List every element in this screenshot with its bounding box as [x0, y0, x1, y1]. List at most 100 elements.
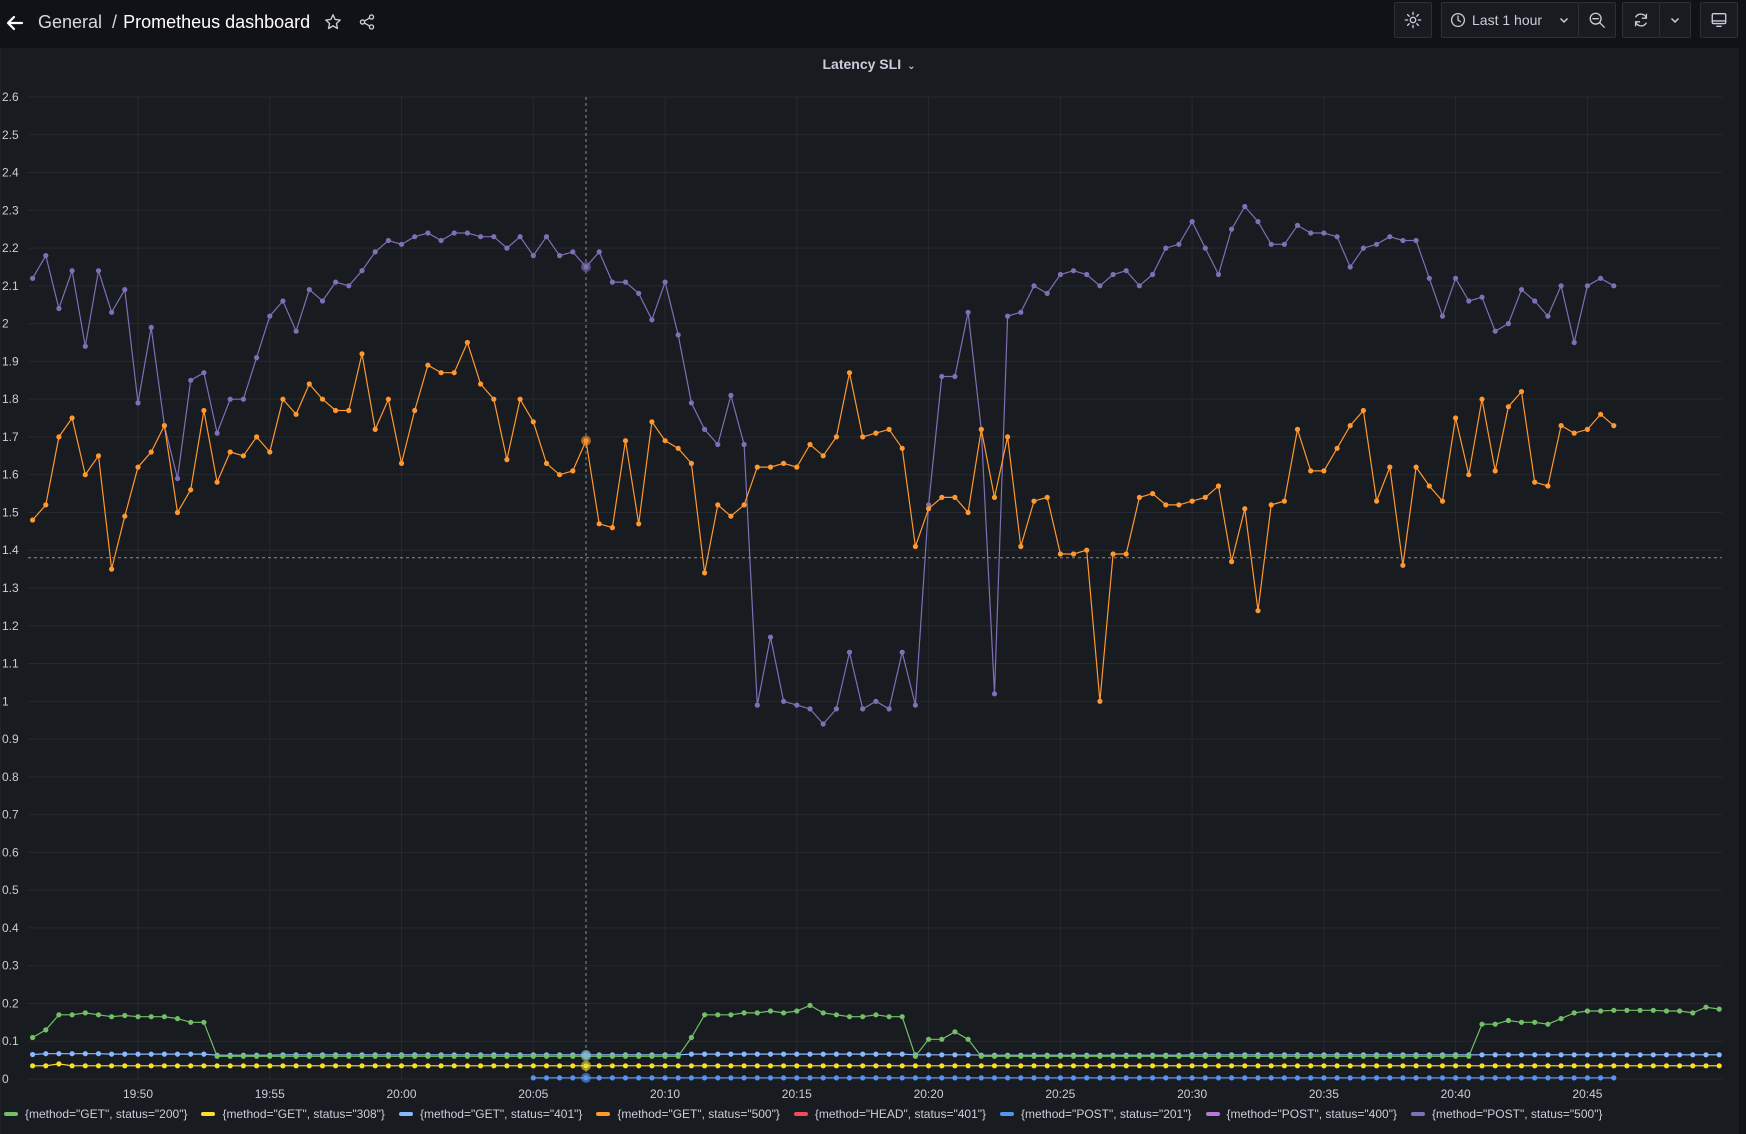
panel-header[interactable]: Latency SLI ⌄ — [0, 56, 1738, 72]
data-point — [240, 1053, 246, 1059]
series-method-post-status-201 — [530, 1075, 1617, 1081]
zoom-out-button[interactable] — [1578, 2, 1616, 38]
chevron-down-icon — [1560, 17, 1569, 24]
data-point — [1031, 1053, 1037, 1059]
data-point — [109, 1051, 115, 1057]
data-point — [478, 1063, 484, 1069]
data-point — [1571, 339, 1577, 346]
data-point — [1360, 1063, 1366, 1069]
data-point — [794, 1075, 800, 1081]
data-point — [781, 1063, 787, 1069]
data-point — [675, 1075, 681, 1081]
x-axis: 19:50 19:55 20:00 20:05 20:10 20:15 20:20 20:25… — [123, 1087, 1603, 1101]
data-point — [1070, 1053, 1077, 1059]
data-point — [952, 1029, 958, 1035]
y-tick-label: 1.5 — [2, 505, 19, 519]
series-method-get-status-308 — [29, 1061, 1722, 1069]
monitor-icon — [1711, 13, 1727, 27]
legend-item[interactable]: {method="GET", status="500"} — [596, 1107, 780, 1121]
data-point — [1584, 1075, 1590, 1081]
y-tick-label: 2.1 — [2, 279, 19, 293]
legend-item[interactable]: {method="POST", status="400"} — [1205, 1107, 1397, 1121]
data-point — [570, 249, 576, 255]
data-point — [649, 1063, 655, 1069]
legend-item[interactable]: {method="GET", status="308"} — [201, 1107, 385, 1121]
refresh-button[interactable] — [1622, 2, 1660, 38]
data-point — [1097, 283, 1103, 289]
legend-item[interactable]: {method="HEAD", status="401"} — [793, 1107, 986, 1121]
data-point — [978, 1075, 984, 1081]
data-point — [1453, 1063, 1459, 1069]
data-point — [820, 453, 826, 459]
data-point — [622, 438, 629, 444]
data-point — [82, 343, 88, 349]
data-point — [201, 1051, 207, 1057]
star-button[interactable] — [322, 11, 344, 33]
series-method-post-status-500 — [29, 203, 1617, 727]
data-point — [1466, 472, 1472, 478]
data-point — [1268, 241, 1274, 247]
data-point — [1294, 1053, 1301, 1059]
data-point — [1598, 1008, 1604, 1014]
share-button[interactable] — [356, 11, 378, 33]
x-tick-label: 20:10 — [650, 1087, 680, 1101]
data-point — [1611, 1063, 1617, 1069]
data-point — [464, 230, 470, 236]
data-point — [1163, 1053, 1169, 1059]
legend-item[interactable]: {method="POST", status="500"} — [1410, 1107, 1602, 1121]
data-point — [820, 1051, 826, 1057]
data-point — [543, 234, 550, 240]
legend-item[interactable]: {method="POST", status="201"} — [1000, 1107, 1192, 1121]
data-point — [43, 1027, 49, 1033]
time-range-picker[interactable]: Last 1 hour — [1441, 2, 1579, 38]
panel-title[interactable]: Latency SLI — [822, 56, 902, 72]
data-point — [688, 1063, 695, 1069]
cycle-view-mode-button[interactable] — [1700, 2, 1738, 38]
data-point — [820, 1010, 826, 1016]
data-point — [662, 279, 668, 285]
data-point — [1176, 1063, 1182, 1069]
y-tick-label: 0.7 — [2, 808, 19, 822]
data-point — [1334, 1053, 1340, 1059]
data-point — [1374, 241, 1380, 247]
back-button[interactable] — [0, 8, 30, 38]
data-point — [1439, 498, 1446, 504]
data-point — [148, 1063, 154, 1069]
breadcrumb-folder[interactable]: General — [38, 11, 103, 32]
dashboard-title[interactable]: Prometheus dashboard — [123, 11, 311, 32]
dashboard-settings-button[interactable] — [1394, 2, 1432, 38]
data-point — [741, 1075, 747, 1081]
data-point — [1598, 1063, 1604, 1069]
legend-label: {method="GET", status="500"} — [617, 1107, 780, 1121]
data-point — [675, 1063, 681, 1069]
data-point — [1255, 219, 1261, 225]
y-tick-label: 1.2 — [2, 619, 19, 633]
data-point — [1598, 275, 1604, 281]
data-point — [254, 1053, 260, 1059]
y-tick-label: 0.3 — [2, 959, 19, 973]
data-point — [201, 1019, 207, 1025]
data-point — [464, 339, 470, 346]
data-point — [1479, 294, 1485, 300]
data-point — [767, 1051, 774, 1057]
data-point — [425, 1063, 431, 1069]
legend-item[interactable]: {method="GET", status="401"} — [398, 1107, 582, 1121]
data-point — [29, 1051, 36, 1058]
share-icon — [359, 14, 375, 30]
legend-swatch — [1410, 1112, 1425, 1116]
data-point — [491, 234, 497, 240]
refresh-interval-dropdown[interactable] — [1659, 2, 1691, 38]
data-point — [1084, 1063, 1090, 1069]
legend-label: {method="POST", status="201"} — [1021, 1107, 1192, 1121]
data-point — [1650, 1007, 1656, 1013]
legend-item[interactable]: {method="GET", status="200"} — [4, 1107, 187, 1121]
data-point — [1005, 1075, 1011, 1081]
data-point — [1070, 1075, 1077, 1081]
data-point — [1189, 498, 1195, 504]
data-point — [385, 1053, 391, 1059]
data-point — [715, 1075, 721, 1081]
data-point — [1637, 1063, 1643, 1069]
data-point — [1123, 1075, 1129, 1081]
data-point — [1703, 1004, 1709, 1010]
